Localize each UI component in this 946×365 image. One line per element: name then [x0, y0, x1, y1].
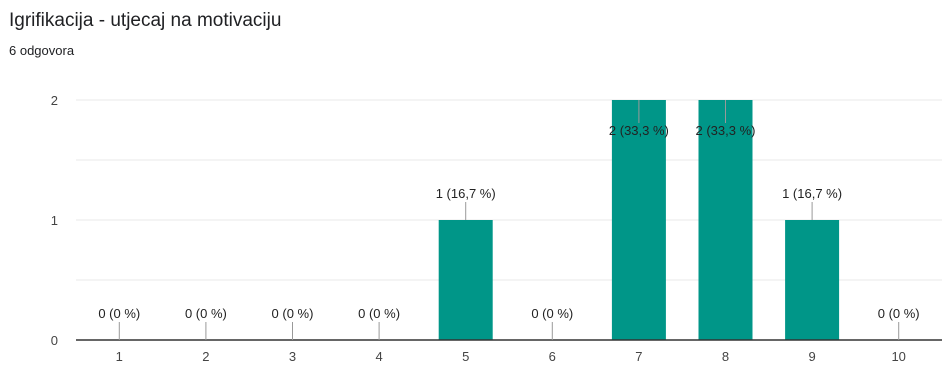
x-tick-label: 2 [202, 349, 209, 364]
data-label: 0 (0 %) [272, 306, 314, 321]
x-tick-label: 6 [549, 349, 556, 364]
data-labels: 0 (0 %) 0 (0 %) 0 (0 %) 0 (0 %) 1 (16,7 %) 0 … [98, 100, 920, 340]
bar [785, 220, 840, 340]
axes: 0 1 2 1 2 3 4 5 6 7 8 9 10 [51, 93, 942, 364]
data-label: 0 (0 %) [358, 306, 400, 321]
x-tick-label: 3 [289, 349, 296, 364]
bar [438, 220, 493, 340]
x-tick-label: 1 [116, 349, 123, 364]
data-label: 0 (0 %) [531, 306, 573, 321]
data-label: 0 (0 %) [185, 306, 227, 321]
bar [698, 100, 753, 340]
response-count: 6 odgovora [9, 43, 75, 58]
x-tick-label: 4 [375, 349, 382, 364]
data-label: 2 (33,3 %) [609, 123, 669, 138]
chart-title: Igrifikacija - utjecaj na motivaciju [9, 10, 282, 31]
data-label: 0 (0 %) [878, 306, 920, 321]
y-tick-label: 2 [51, 93, 58, 108]
x-tick-label: 8 [722, 349, 729, 364]
data-label: 2 (33,3 %) [696, 123, 756, 138]
y-tick-label: 0 [51, 333, 58, 348]
x-tick-label: 7 [635, 349, 642, 364]
data-label: 1 (16,7 %) [436, 186, 496, 201]
data-label: 1 (16,7 %) [782, 186, 842, 201]
y-tick-label: 1 [51, 213, 58, 228]
bars [438, 100, 840, 340]
bar [611, 100, 666, 340]
data-label: 0 (0 %) [98, 306, 140, 321]
x-tick-label: 5 [462, 349, 469, 364]
x-tick-label: 10 [891, 349, 905, 364]
x-tick-label: 9 [808, 349, 815, 364]
